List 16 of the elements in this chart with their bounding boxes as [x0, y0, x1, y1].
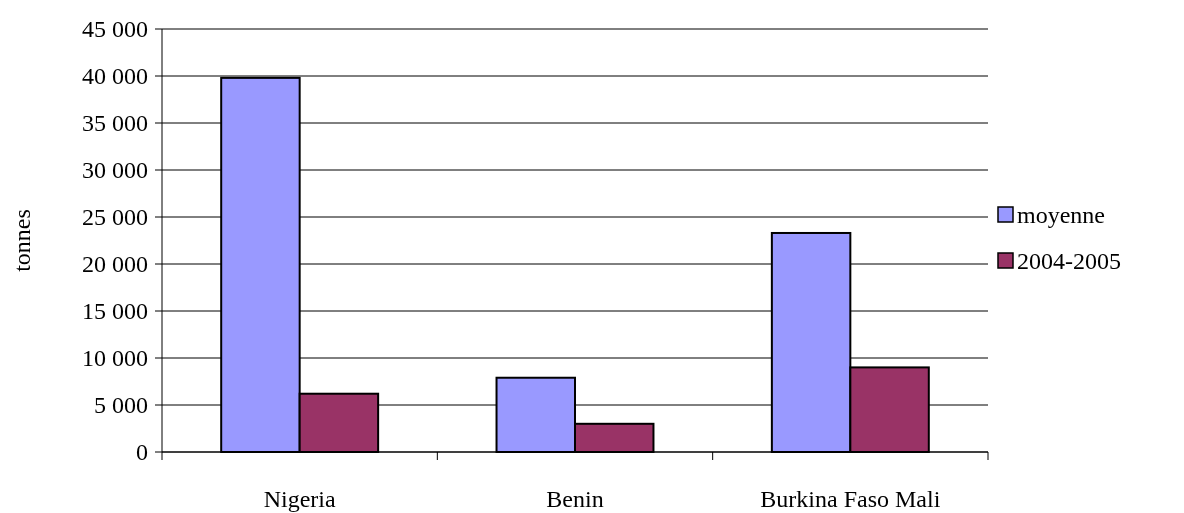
y-tick-label: 20 000	[82, 251, 148, 278]
y-tick-label: 35 000	[82, 110, 148, 137]
y-tick-label: 45 000	[82, 16, 148, 43]
x-tick-label: Nigeria	[263, 486, 336, 512]
y-tick-label: 5 000	[94, 392, 148, 419]
legend-label: moyenne	[1017, 202, 1105, 229]
y-tick-label: 40 000	[82, 63, 148, 90]
y-tick-label: 30 000	[82, 157, 148, 184]
y-tick-label: 0	[136, 439, 148, 466]
y-axis-title: tonnes	[9, 209, 35, 272]
y-tick-label: 10 000	[82, 345, 148, 372]
legend-label: 2004-2005	[1017, 248, 1121, 275]
x-tick-label: Burkina Faso Mali	[760, 486, 941, 512]
y-tick-label: 15 000	[82, 298, 148, 325]
x-tick-label: Benin	[546, 486, 604, 512]
y-tick-label: 25 000	[82, 204, 148, 231]
